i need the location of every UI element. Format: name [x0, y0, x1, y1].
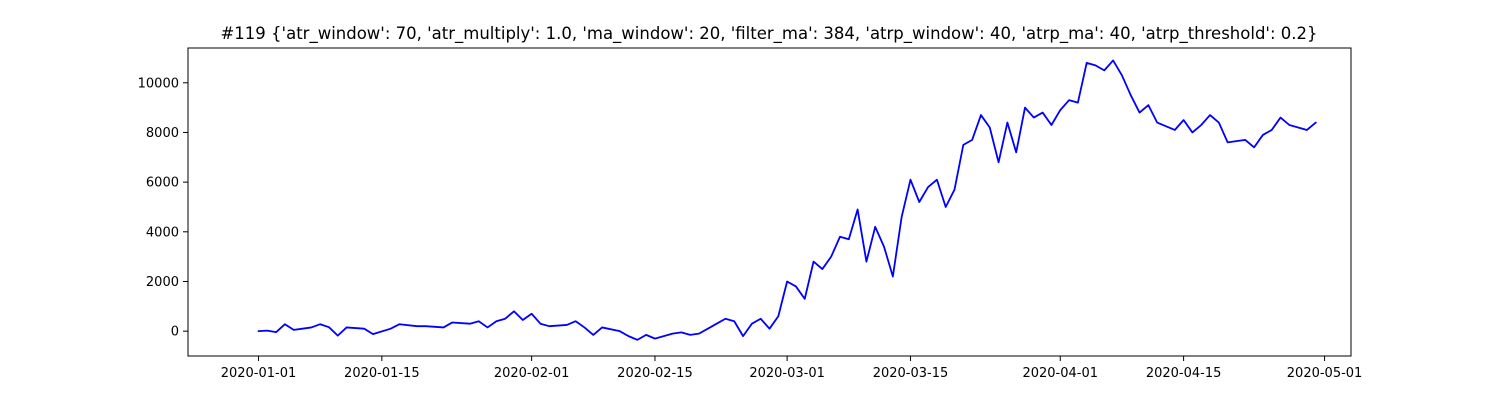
y-axis: 0 2000 4000 6000 8000 10000 — [138, 76, 188, 340]
axes-frame — [187, 47, 1352, 357]
x-tick-label: 2020-02-01 — [494, 366, 570, 381]
y-tick-label: 6000 — [146, 176, 179, 191]
x-tick-label: 2020-03-15 — [873, 366, 949, 381]
x-tick-label: 2020-02-15 — [617, 366, 693, 381]
y-tick-label: 4000 — [146, 225, 179, 240]
x-tick-label: 2020-01-15 — [344, 366, 420, 381]
x-tick-label: 2020-04-15 — [1146, 366, 1222, 381]
x-tick-label: 2020-05-01 — [1287, 366, 1363, 381]
x-tick-label: 2020-01-01 — [221, 366, 297, 381]
plot-area — [257, 59, 1317, 341]
y-tick-label: 10000 — [138, 76, 179, 91]
y-tick-label: 2000 — [146, 275, 179, 290]
chart-title: #119 {'atr_window': 70, 'atr_multiply': … — [220, 24, 1317, 44]
y-tick-label: 0 — [171, 325, 179, 340]
series-line-0 — [257, 59, 1317, 341]
x-axis: 2020-01-01 2020-01-15 2020-02-01 2020-02-15… — [221, 356, 1363, 381]
x-tick-label: 2020-04-01 — [1022, 366, 1098, 381]
y-tick-label: 8000 — [146, 126, 179, 141]
x-tick-label: 2020-03-01 — [749, 366, 825, 381]
